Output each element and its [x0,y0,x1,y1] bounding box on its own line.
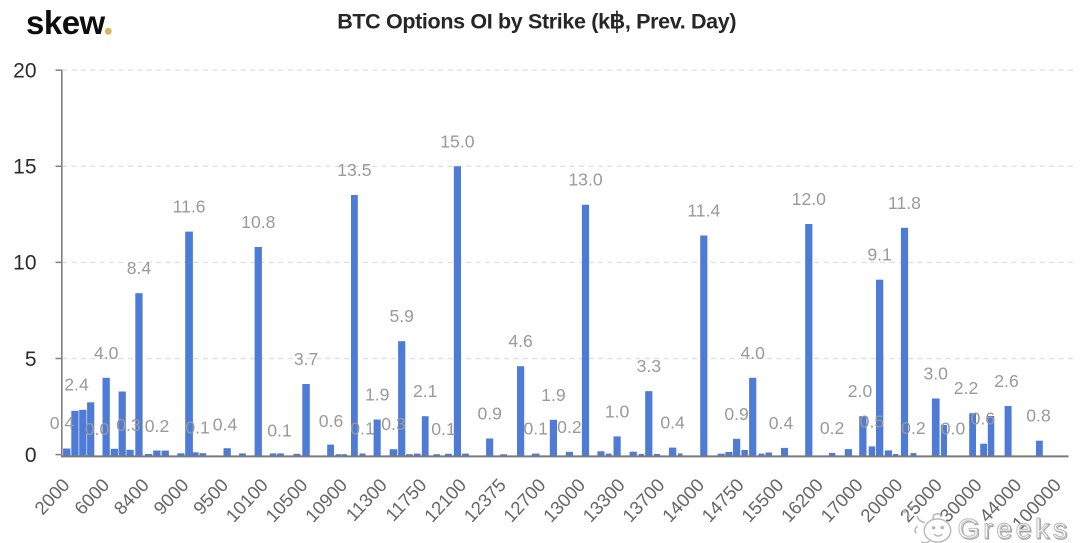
svg-text:0.0: 0.0 [941,419,966,439]
svg-text:5.9: 5.9 [389,306,413,326]
svg-text:0.2: 0.2 [901,418,925,438]
svg-text:5: 5 [25,348,37,371]
svg-text:2.4: 2.4 [64,375,89,395]
svg-text:4.0: 4.0 [740,343,765,363]
svg-text:3.7: 3.7 [294,349,318,369]
svg-text:0.8: 0.8 [1026,406,1051,426]
svg-text:0.2: 0.2 [557,417,581,437]
svg-text:0.4: 0.4 [660,413,685,433]
svg-text:0.5: 0.5 [860,411,885,431]
svg-text:11.8: 11.8 [888,193,921,213]
svg-text:2.0: 2.0 [848,381,873,401]
svg-text:0.1: 0.1 [431,419,455,439]
svg-text:0.6: 0.6 [971,409,996,429]
svg-text:0.6: 0.6 [319,411,344,431]
svg-text:0.9: 0.9 [477,404,501,424]
svg-text:4.0: 4.0 [94,343,119,363]
svg-text:15: 15 [13,156,36,179]
svg-text:0.2: 0.2 [145,416,169,436]
svg-text:3.3: 3.3 [637,356,662,376]
svg-text:11.4: 11.4 [687,201,720,221]
svg-text:15.0: 15.0 [440,131,474,151]
svg-text:0.1: 0.1 [523,419,547,439]
svg-text:0: 0 [25,444,37,467]
svg-text:1.0: 1.0 [605,401,630,421]
svg-text:2.2: 2.2 [954,378,978,398]
svg-text:skew: skew [26,4,106,41]
svg-text:0.0: 0.0 [85,419,110,439]
svg-text:0.1: 0.1 [185,417,209,437]
svg-text:0.4: 0.4 [50,413,75,433]
svg-text:Greeks: Greeks [958,513,1071,543]
svg-text:11.6: 11.6 [173,197,206,217]
svg-text:0.2: 0.2 [820,418,844,438]
svg-text:12.0: 12.0 [792,189,826,209]
svg-text:0.4: 0.4 [213,415,238,435]
svg-text:0.3: 0.3 [381,414,406,434]
svg-text:20: 20 [13,60,36,83]
svg-text:1.9: 1.9 [541,385,565,405]
svg-text:3.0: 3.0 [923,364,948,384]
svg-text:BTC Options OI by Strike (kB,: BTC Options OI by Strike (kB, Prev. Day) [337,10,736,34]
svg-text:10.8: 10.8 [241,212,275,232]
svg-text:0.3: 0.3 [116,415,141,435]
svg-text:1.9: 1.9 [365,385,389,405]
svg-text:13.0: 13.0 [568,170,602,190]
svg-text:9.1: 9.1 [867,245,891,265]
svg-text:2.1: 2.1 [413,381,437,401]
svg-text:13.5: 13.5 [337,160,371,180]
svg-text:Greeks: Greeks [959,514,1072,543]
svg-text:4.6: 4.6 [508,331,533,351]
svg-text:10: 10 [13,252,36,275]
svg-text:0.9: 0.9 [724,404,748,424]
svg-text:0.1: 0.1 [267,421,291,441]
svg-text:0.1: 0.1 [350,419,374,439]
svg-text:8.4: 8.4 [127,258,152,278]
svg-text:0.4: 0.4 [769,413,794,433]
svg-text:2.6: 2.6 [994,371,1019,391]
